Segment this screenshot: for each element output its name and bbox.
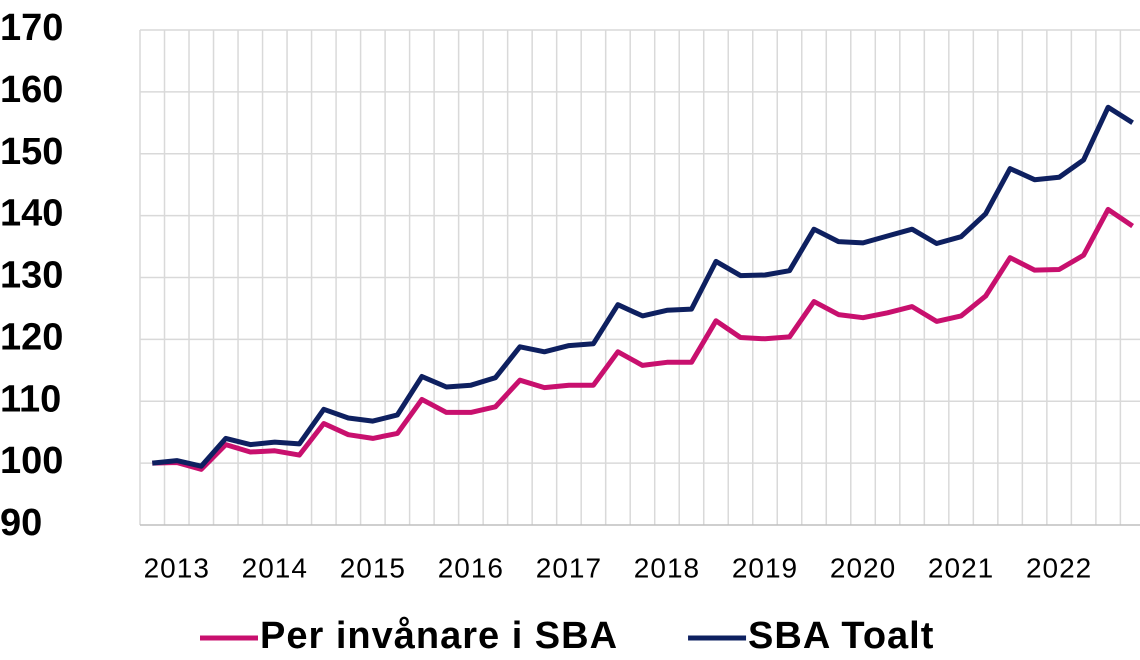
y-tick-label: 130 bbox=[0, 255, 63, 297]
x-tick-label: 2016 bbox=[438, 552, 504, 583]
x-tick-label: 2022 bbox=[1026, 552, 1092, 583]
y-tick-label: 160 bbox=[0, 69, 63, 111]
series-line bbox=[152, 104, 1134, 469]
x-tick-label: 2017 bbox=[536, 552, 602, 583]
plot bbox=[152, 104, 1135, 472]
x-tick-label: 2018 bbox=[634, 552, 700, 583]
y-tick-label: 170 bbox=[0, 7, 63, 49]
x-tick-label: 2014 bbox=[242, 552, 308, 583]
labels: 90 100 110 120 130 140 150 160 170 2013 2014 2015 20… bbox=[0, 7, 1092, 657]
legend-label: SBA Toalt bbox=[748, 615, 934, 657]
y-tick-label: 140 bbox=[0, 193, 63, 235]
legend-label: Per invånare i SBA bbox=[260, 615, 618, 657]
y-tick-label: 110 bbox=[0, 378, 61, 420]
series-line bbox=[152, 206, 1135, 472]
x-tick-label: 2015 bbox=[340, 552, 406, 583]
x-tick-label: 2013 bbox=[144, 552, 210, 583]
y-tick-label: 100 bbox=[0, 440, 63, 482]
y-tick-label: 120 bbox=[0, 316, 63, 358]
y-tick-label: 90 bbox=[0, 502, 42, 544]
x-tick-label: 2019 bbox=[732, 552, 798, 583]
grid bbox=[139, 29, 1140, 526]
x-tick-label: 2020 bbox=[830, 552, 896, 583]
x-tick-label: 2021 bbox=[928, 552, 994, 583]
y-tick-label: 150 bbox=[0, 131, 63, 173]
